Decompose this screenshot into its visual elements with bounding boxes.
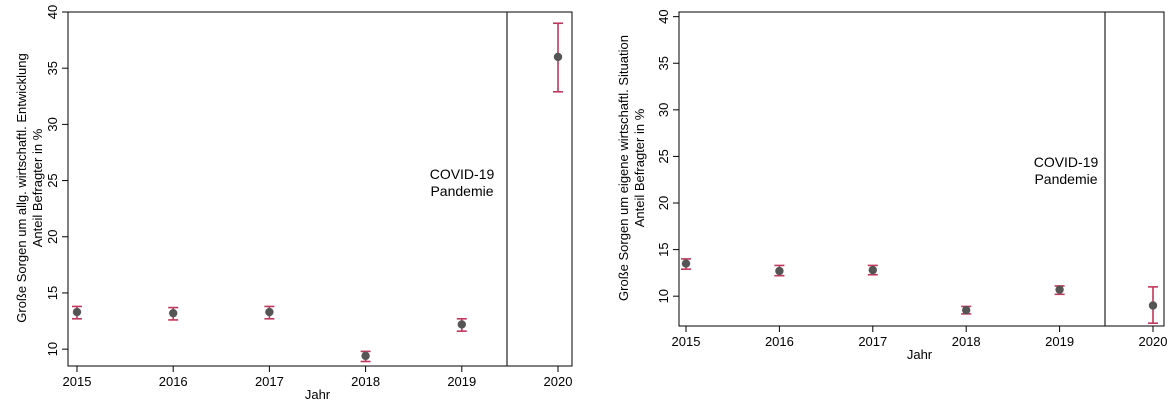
left-x-tick-label-2018: 2018 (351, 374, 380, 389)
chart-right-svg: 10 15 20 25 30 35 40 2015 2016 2017 2018 2019 2020 Ja… (616, 9, 1168, 362)
right-x-tick-label-2019: 2019 (1045, 334, 1074, 349)
left-y-tick-label-15: 15 (45, 286, 60, 300)
right-y-tick-label-30: 30 (656, 103, 671, 117)
left-x-axis-title: Jahr (305, 387, 331, 402)
left-data-point-2019 (457, 320, 466, 329)
right-data-point-2020 (1148, 301, 1158, 310)
left-data-point-2015 (72, 307, 82, 317)
right-x-tick-label-2018: 2018 (952, 334, 981, 349)
right-x-tick-label-2015: 2015 (672, 334, 701, 349)
left-data-point-2017 (265, 307, 274, 317)
right-covid-label-line-1: COVID-19 (1034, 154, 1099, 170)
right-y-tick-label-10: 10 (656, 289, 671, 303)
right-data-point-2016 (775, 266, 784, 276)
left-y-tick-label-20: 20 (45, 230, 60, 244)
right-data-point-2015 (681, 259, 691, 268)
right-y-tick-label-20: 20 (656, 196, 671, 210)
right-y-tick-label-40: 40 (656, 9, 671, 23)
left-data-point-2018 (361, 351, 370, 361)
right-x-tick-label-2020: 2020 (1139, 334, 1168, 349)
left-y-tick-label-30: 30 (45, 117, 60, 131)
left-x-tick-label-2020: 2020 (544, 374, 573, 389)
chart-left-svg: 10 15 20 25 30 35 40 2015 2016 2017 2018 2019 2020 Ja… (14, 5, 573, 402)
right-plot-frame (678, 11, 1165, 327)
left-covid-label-line-1: COVID-19 (430, 166, 495, 182)
right-y-axis-title-line-1: Große Sorgen um eigene wirtschaftl. Situ… (616, 35, 631, 301)
left-y-tick-label-35: 35 (45, 61, 60, 75)
left-x-tick-label-2016: 2016 (159, 374, 188, 389)
left-x-tick-label-2015: 2015 (63, 374, 92, 389)
right-y-tick-label-25: 25 (656, 149, 671, 163)
left-y-axis-title-line-2: Anteil Befragter in % (30, 128, 45, 247)
right-x-tick-label-2016: 2016 (765, 334, 794, 349)
left-data-point-2020 (553, 52, 563, 62)
left-x-tick-label-2019: 2019 (447, 374, 476, 389)
right-y-tick-label-35: 35 (656, 56, 671, 70)
left-x-tick-label-2017: 2017 (255, 374, 284, 389)
right-y-tick-label-15: 15 (656, 242, 671, 256)
left-covid-label-line-2: Pandemie (430, 183, 493, 199)
right-covid-label-line-2: Pandemie (1034, 171, 1097, 187)
right-x-tick-label-2017: 2017 (858, 334, 887, 349)
right-data-point-2019 (1055, 285, 1064, 294)
right-y-axis-title-line-2: Anteil Befragter in % (632, 108, 647, 227)
right-data-point-2018 (962, 305, 971, 315)
right-data-point-2017 (868, 265, 877, 275)
left-y-tick-label-40: 40 (45, 5, 60, 19)
left-plot-frame (67, 11, 573, 367)
left-y-tick-label-25: 25 (45, 173, 60, 187)
right-x-axis-title: Jahr (907, 347, 933, 362)
left-y-axis-title-line-1: Große Sorgen um allg. wirtschaftl. Entwi… (14, 53, 29, 323)
left-y-tick-label-10: 10 (45, 342, 60, 356)
left-data-point-2016 (169, 308, 178, 318)
